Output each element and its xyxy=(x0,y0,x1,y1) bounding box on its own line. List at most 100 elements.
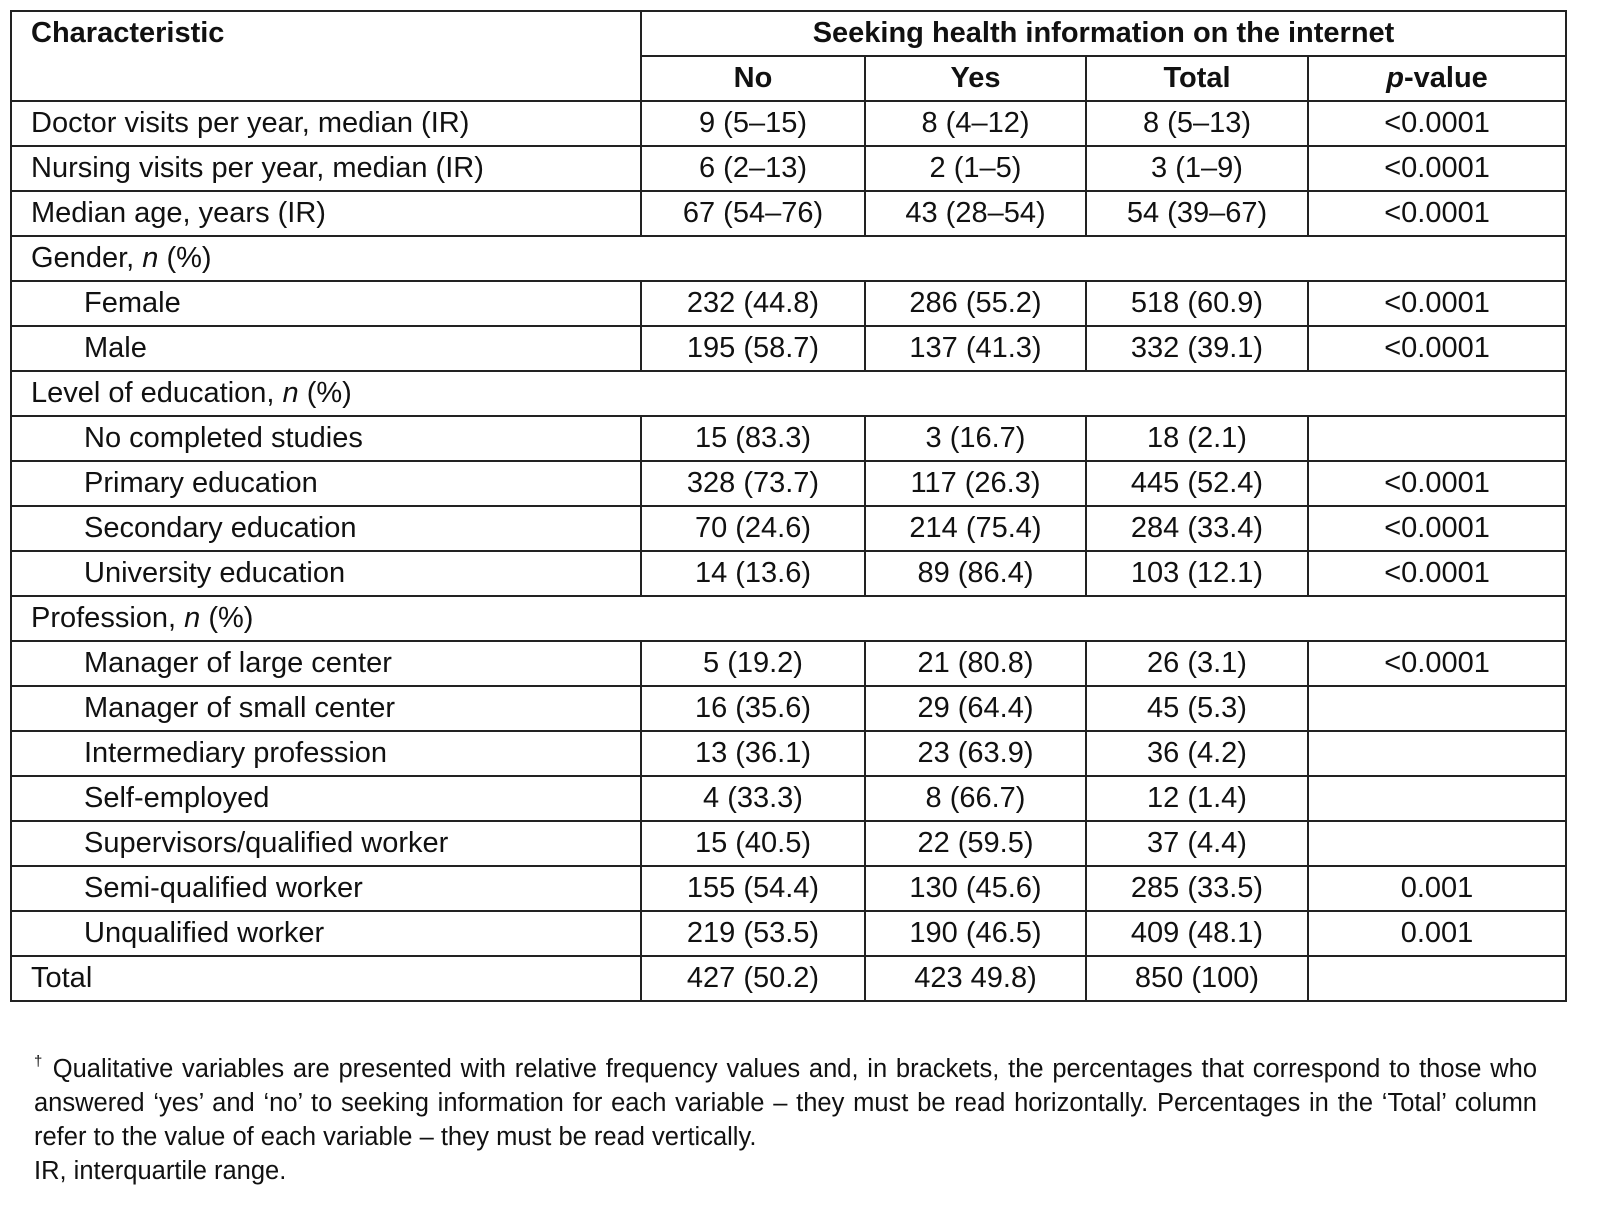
table-row: Doctor visits per year, median (IR) 9 (5–… xyxy=(10,100,1568,147)
header-no: No xyxy=(640,55,866,102)
row-label: Semi-qualified worker xyxy=(10,865,642,912)
cell-pvalue xyxy=(1306,415,1568,462)
group-label: Profession, n (%) xyxy=(9,595,1568,642)
cell-pvalue: <0.0001 xyxy=(1306,505,1568,552)
cell-no: 155 (54.4) xyxy=(640,865,866,912)
cell-yes: 214 (75.4) xyxy=(864,505,1087,552)
cell-yes: 3 (16.7) xyxy=(864,415,1087,462)
cell-pvalue: 0.001 xyxy=(1306,910,1568,957)
group-label-pct: (%) xyxy=(158,242,212,274)
cell-no: 4 (33.3) xyxy=(640,775,866,822)
header-row-2: No Yes Total p-value xyxy=(11,55,1568,102)
row-label: Female xyxy=(10,280,642,327)
table-row: Nursing visits per year, median (IR) 6 (2… xyxy=(10,145,1568,192)
cell-yes: 89 (86.4) xyxy=(864,550,1087,597)
cell-no: 427 (50.2) xyxy=(640,955,866,1002)
cell-no: 16 (35.6) xyxy=(640,685,866,732)
cell-total: 409 (48.1) xyxy=(1085,910,1309,957)
row-label: Intermediary profession xyxy=(10,730,642,777)
cell-no: 5 (19.2) xyxy=(640,640,866,687)
table-row: Female 232 (44.8) 286 (55.2) 518 (60.9) <0.0… xyxy=(10,280,1568,327)
group-label-pct: (%) xyxy=(298,377,352,409)
header-characteristic: Characteristic xyxy=(10,10,642,102)
footnote: † Qualitative variables are presented wi… xyxy=(34,1052,1537,1188)
cell-total: 45 (5.3) xyxy=(1085,685,1309,732)
cell-yes: 8 (66.7) xyxy=(864,775,1087,822)
cell-no: 70 (24.6) xyxy=(640,505,866,552)
table-row: Intermediary profession 13 (36.1) 23 (63.9… xyxy=(10,730,1568,777)
cell-pvalue: <0.0001 xyxy=(1306,325,1568,372)
table-row: Manager of large center 5 (19.2) 21 (80.8)… xyxy=(10,640,1568,687)
cell-total: 445 (52.4) xyxy=(1085,460,1309,507)
cell-pvalue xyxy=(1306,730,1568,777)
group-label-text: Profession, xyxy=(31,602,185,634)
cell-yes: 2 (1–5) xyxy=(864,145,1087,192)
table-row: Secondary education 70 (24.6) 214 (75.4) 28… xyxy=(10,505,1568,552)
table-row: Unqualified worker 219 (53.5) 190 (46.5) 40… xyxy=(10,910,1568,957)
table-row: Manager of small center 16 (35.6) 29 (64.4… xyxy=(10,685,1568,732)
row-label: University education xyxy=(10,550,642,597)
cell-total: 37 (4.4) xyxy=(1085,820,1309,867)
cell-total: 332 (39.1) xyxy=(1085,325,1309,372)
characteristics-table: Characteristic Seeking health informatio… xyxy=(9,10,1568,1002)
cell-total: 36 (4.2) xyxy=(1085,730,1309,777)
table-row: University education 14 (13.6) 89 (86.4) 10… xyxy=(10,550,1568,597)
cell-yes: 190 (46.5) xyxy=(864,910,1087,957)
row-label: No completed studies xyxy=(10,415,642,462)
footnote-text: Qualitative variables are presented with… xyxy=(34,1055,1538,1151)
cell-no: 14 (13.6) xyxy=(640,550,866,597)
header-pvalue-rest: -value xyxy=(1403,62,1488,94)
header-group-title: Seeking health information on the intern… xyxy=(639,10,1568,57)
group-label-text: Gender, xyxy=(31,242,143,274)
cell-total: 3 (1–9) xyxy=(1085,145,1309,192)
table-row: No completed studies 15 (83.3) 3 (16.7) 18 … xyxy=(10,415,1568,462)
group-row-profession: Profession, n (%) xyxy=(9,595,1568,642)
cell-yes: 29 (64.4) xyxy=(864,685,1087,732)
cell-no: 13 (36.1) xyxy=(640,730,866,777)
table-row: Supervisors/qualified worker 15 (40.5) 22 … xyxy=(10,820,1568,867)
cell-no: 328 (73.7) xyxy=(640,460,866,507)
row-label: Manager of large center xyxy=(10,640,642,687)
cell-no: 6 (2–13) xyxy=(640,145,866,192)
cell-total: 518 (60.9) xyxy=(1085,280,1309,327)
cell-total: 8 (5–13) xyxy=(1085,100,1309,147)
cell-pvalue: <0.0001 xyxy=(1306,280,1568,327)
cell-pvalue xyxy=(1306,685,1568,732)
dagger-mark: † xyxy=(34,1053,45,1070)
cell-total: 284 (33.4) xyxy=(1085,505,1309,552)
cell-total: 18 (2.1) xyxy=(1085,415,1309,462)
cell-pvalue: <0.0001 xyxy=(1306,640,1568,687)
row-label: Median age, years (IR) xyxy=(10,190,642,237)
group-label-n: n xyxy=(142,242,159,274)
cell-no: 195 (58.7) xyxy=(640,325,866,372)
group-label-n: n xyxy=(184,602,201,634)
cell-pvalue xyxy=(1306,820,1568,867)
group-label-pct: (%) xyxy=(200,602,254,634)
cell-yes: 137 (41.3) xyxy=(864,325,1087,372)
cell-yes: 8 (4–12) xyxy=(864,100,1087,147)
cell-yes: 286 (55.2) xyxy=(864,280,1087,327)
group-label: Gender, n (%) xyxy=(9,235,1568,282)
header-pvalue: p-value xyxy=(1306,55,1568,102)
cell-pvalue xyxy=(1306,955,1568,1002)
header-total: Total xyxy=(1085,55,1309,102)
header-pvalue-p: p xyxy=(1386,62,1404,94)
cell-no: 67 (54–76) xyxy=(640,190,866,237)
row-label: Doctor visits per year, median (IR) xyxy=(10,100,642,147)
row-label: Self-employed xyxy=(10,775,642,822)
header-row-1: Characteristic Seeking health informatio… xyxy=(10,10,1568,102)
cell-yes: 21 (80.8) xyxy=(864,640,1087,687)
row-label: Total xyxy=(10,955,642,1002)
cell-pvalue: <0.0001 xyxy=(1306,145,1568,192)
cell-total: 54 (39–67) xyxy=(1085,190,1309,237)
group-row-gender: Gender, n (%) xyxy=(9,235,1568,282)
cell-total: 12 (1.4) xyxy=(1085,775,1309,822)
cell-pvalue xyxy=(1306,775,1568,822)
cell-pvalue: <0.0001 xyxy=(1306,190,1568,237)
cell-pvalue: <0.0001 xyxy=(1306,100,1568,147)
table-row: Primary education 328 (73.7) 117 (26.3) 445… xyxy=(10,460,1568,507)
cell-pvalue: <0.0001 xyxy=(1306,460,1568,507)
cell-total: 850 (100) xyxy=(1085,955,1309,1002)
table-row: Semi-qualified worker 155 (54.4) 130 (45.6… xyxy=(10,865,1568,912)
footnote-qualitative: † Qualitative variables are presented wi… xyxy=(34,1052,1537,1154)
